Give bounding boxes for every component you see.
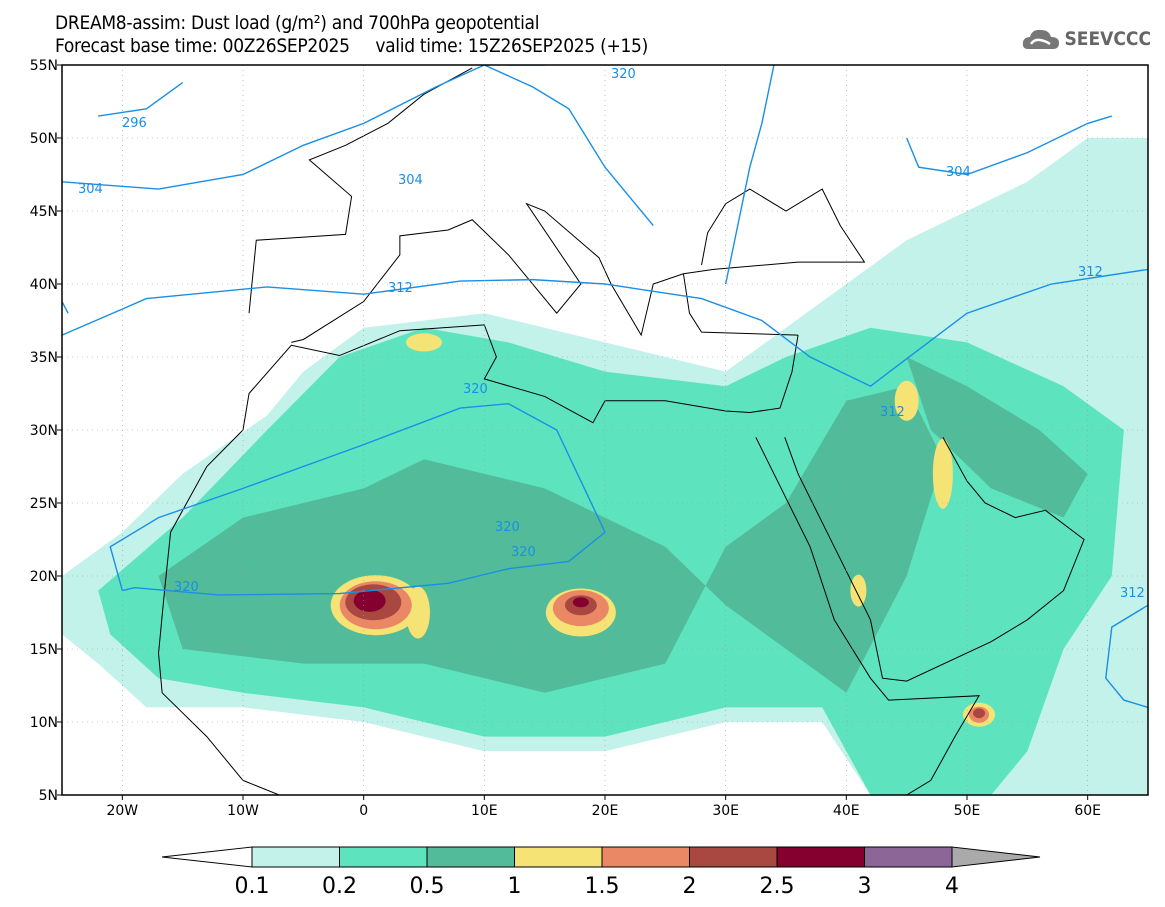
geopotential-contour (62, 268, 1148, 388)
coastline (291, 188, 866, 343)
colorbar-low-arrow (161, 846, 253, 868)
dust-load-fill (62, 138, 1148, 795)
coastline (158, 324, 799, 654)
lon-label: 20W (106, 803, 138, 819)
colorbar-label: 0.5 (410, 874, 445, 899)
colorbar-swatch (426, 846, 515, 868)
lat-label: 30N (30, 423, 58, 439)
coastline (248, 67, 473, 314)
colorbar-label: 4 (945, 874, 959, 899)
contour-label: 312 (1078, 265, 1103, 280)
colorbar-label: 2.5 (760, 874, 795, 899)
contour-label: 304 (398, 173, 423, 188)
lat-label: 5N (39, 788, 58, 804)
contour-label: 312 (388, 281, 413, 296)
geopotential-contour (62, 301, 69, 314)
dust-core-1 (932, 438, 953, 509)
dust-core-2.5 (572, 597, 589, 608)
colorbar-label: 1 (508, 874, 522, 899)
geopotential-contour (109, 403, 606, 596)
lat-label: 50N (30, 131, 58, 147)
colorbar-swatch (864, 846, 953, 868)
lon-label: 20E (592, 803, 619, 819)
lat-label: 20N (30, 569, 58, 585)
geopotential-contour (1105, 604, 1148, 709)
coastline (158, 653, 280, 795)
contour-label: 320 (463, 382, 488, 397)
lat-label: 55N (30, 58, 58, 74)
dust-core-1 (894, 380, 919, 421)
dust-core-2 (973, 708, 986, 719)
cloud-icon (1023, 29, 1060, 49)
geopotential-contour (724, 65, 775, 285)
colorbar-label: 2 (683, 874, 697, 899)
colorbar-swatch (251, 846, 340, 868)
contour-label: 312 (880, 405, 905, 420)
geopotential-contour (484, 65, 654, 227)
dust-level-0.5 (906, 357, 1088, 518)
latitude-labels: 55N 50N 45N 40N 35N 30N 25N 20N 15N 10N 5N (30, 58, 62, 804)
coastline (784, 437, 1085, 682)
lat-label: 40N (30, 277, 58, 293)
dust-core-2.5 (353, 589, 386, 612)
coastline (755, 437, 980, 795)
contour-label: 320 (511, 545, 536, 560)
contour-label: 320 (611, 67, 636, 82)
lon-label: 60E (1074, 803, 1101, 819)
lon-label: 10E (471, 803, 498, 819)
colorbar-swatch (689, 846, 778, 868)
colorbar-swatch (601, 846, 690, 868)
lon-label: 30E (712, 803, 739, 819)
lon-label: 10W (227, 803, 259, 819)
contour-label: 304 (78, 182, 103, 197)
logo-text: SEEVCCC (1064, 28, 1151, 50)
colorbar-label: 1.5 (585, 874, 620, 899)
lon-label: 50E (954, 803, 981, 819)
gridlines (62, 65, 1148, 795)
colorbar-label: 0.2 (322, 874, 357, 899)
lat-label: 45N (30, 204, 58, 220)
contour-label: 304 (946, 165, 971, 180)
lat-label: 25N (30, 496, 58, 512)
colorbar-swatch (776, 846, 865, 868)
colorbar-label: 0.1 (235, 874, 270, 899)
colorbar-label: 3 (858, 874, 872, 899)
dust-core-1 (406, 333, 442, 352)
map-title: DREAM8-assim: Dust load (g/m²) and 700hP… (55, 12, 540, 34)
lat-label: 35N (30, 350, 58, 366)
lat-label: 15N (30, 642, 58, 658)
seevccc-logo: SEEVCCC (1022, 27, 1151, 51)
colorbar-swatch (339, 846, 428, 868)
contour-labels: 296 304 304 304 312 312 312 312 320 320 … (78, 67, 1145, 601)
lon-label: 0 (359, 803, 368, 819)
colorbar-swatch (514, 846, 603, 868)
longitude-labels: 20W 10W 0 10E 20E 30E 40E 50E 60E (106, 795, 1101, 819)
contour-label: 320 (174, 580, 199, 595)
contour-label: 296 (122, 116, 147, 131)
dust-core-1 (850, 574, 867, 607)
geopotential-contour (62, 65, 485, 190)
contour-label: 312 (1120, 586, 1145, 601)
coastline (682, 273, 799, 336)
dust-core-1 (405, 586, 430, 639)
colorbar-high-arrow (951, 846, 1041, 868)
colorbar-legend: 0.1 0.2 0.5 1 1.5 2 2.5 3 4 (161, 846, 1041, 899)
map-subtitle-times: Forecast base time: 00Z26SEP2025 valid t… (55, 35, 648, 57)
lon-label: 40E (833, 803, 860, 819)
coastlines (158, 67, 1085, 795)
contour-label: 320 (495, 520, 520, 535)
geopotential-contour (906, 115, 1113, 176)
lat-label: 10N (30, 715, 58, 731)
geopotential-contour (98, 81, 184, 117)
geopotential-contours (62, 65, 1148, 709)
